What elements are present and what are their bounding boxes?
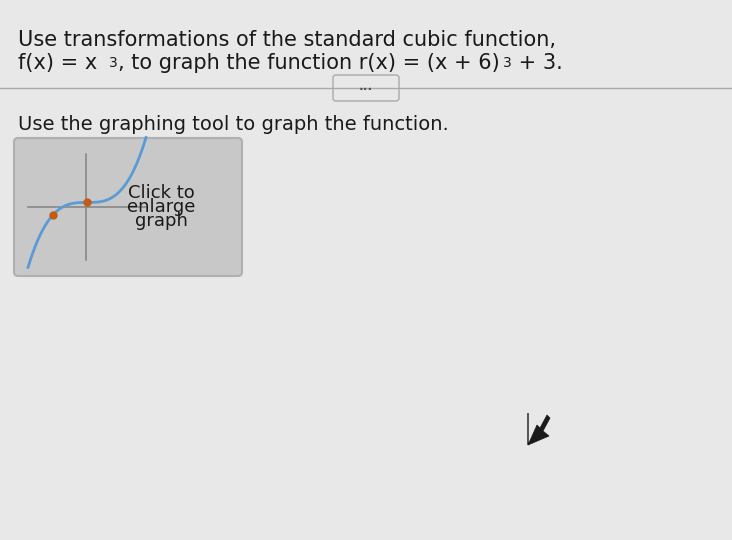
Text: 3: 3 xyxy=(503,56,512,70)
Text: enlarge: enlarge xyxy=(127,198,195,216)
Text: , to graph the function r(x) = (x + 6): , to graph the function r(x) = (x + 6) xyxy=(118,53,500,73)
Polygon shape xyxy=(528,413,550,445)
Text: ...: ... xyxy=(359,80,373,93)
Text: 3: 3 xyxy=(109,56,118,70)
Text: + 3.: + 3. xyxy=(512,53,563,73)
FancyBboxPatch shape xyxy=(14,138,242,276)
Text: Click to: Click to xyxy=(127,184,195,202)
Text: graph: graph xyxy=(135,212,187,230)
Text: Use the graphing tool to graph the function.: Use the graphing tool to graph the funct… xyxy=(18,115,449,134)
FancyBboxPatch shape xyxy=(333,75,399,101)
Text: f(x) = x: f(x) = x xyxy=(18,53,97,73)
Text: Use transformations of the standard cubic function,: Use transformations of the standard cubi… xyxy=(18,30,556,50)
